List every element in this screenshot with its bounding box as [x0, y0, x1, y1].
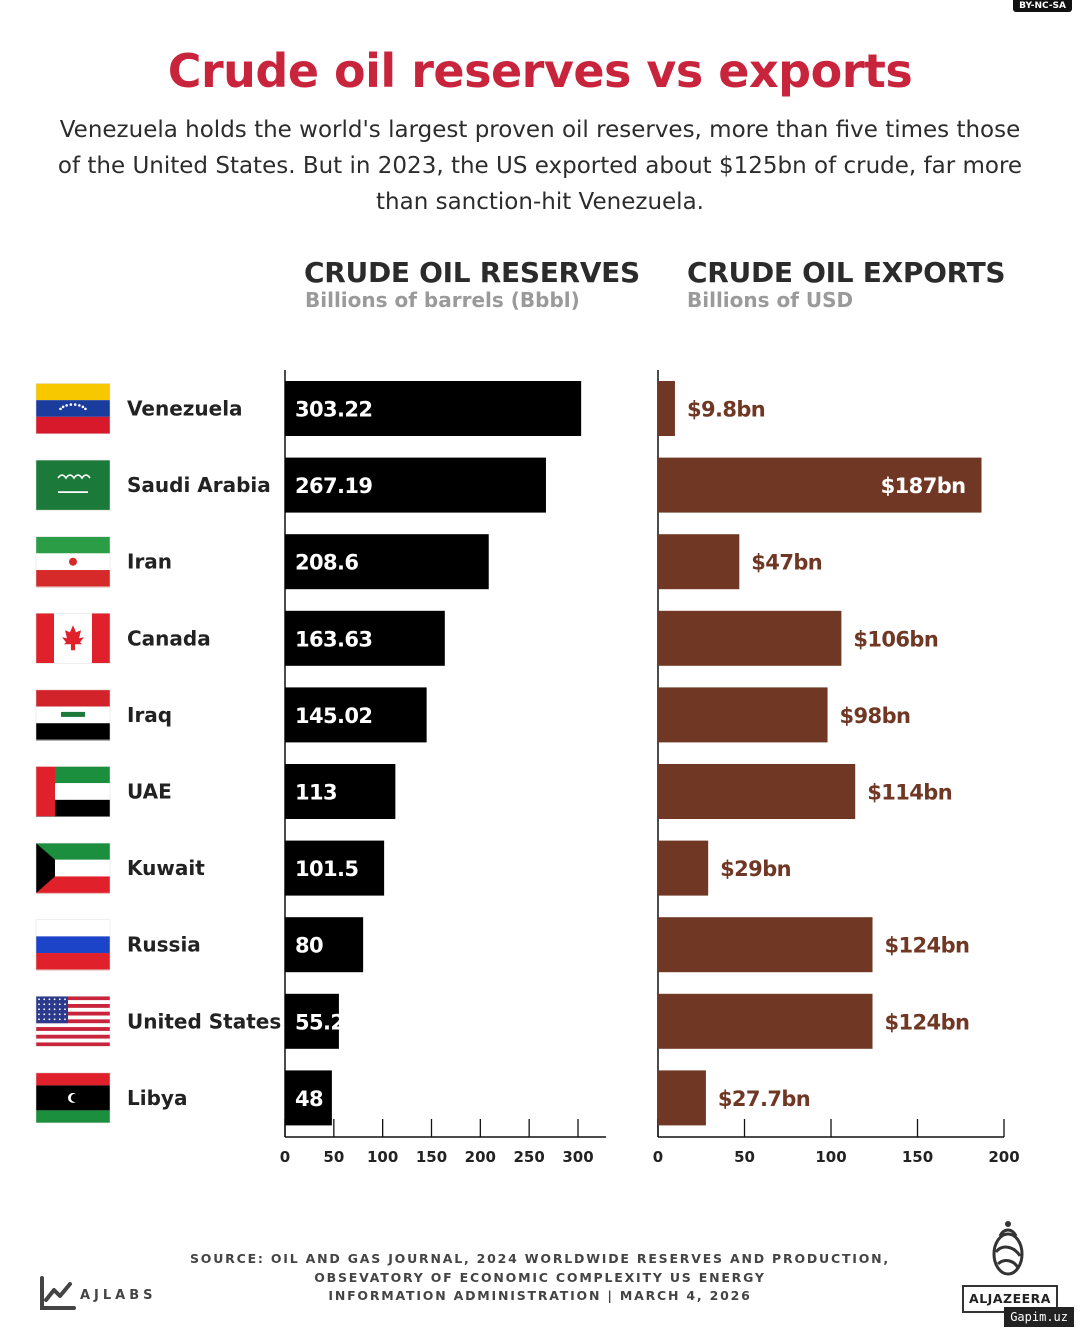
russia-flag: [35, 919, 111, 971]
iraq-flag: [35, 689, 111, 741]
bar: [285, 610, 445, 666]
x-tick-label: 200: [465, 1148, 496, 1166]
ajlabs-logo-icon: [40, 1276, 76, 1310]
subtitle-line: Venezuela holds the world's largest prov…: [59, 117, 1021, 143]
source-line: INFORMATION ADMINISTRATION | MARCH 4, 20…: [328, 1288, 752, 1303]
bar-value-label: 208.6: [295, 551, 358, 575]
flags-layer: [35, 383, 111, 1124]
bar-value-label: $47bn: [751, 551, 822, 575]
bar-value-label: $27.7bn: [718, 1087, 810, 1111]
bar: [285, 534, 489, 590]
country-label: Venezuela: [127, 397, 243, 421]
bar-value-label: 101.5: [295, 857, 358, 881]
bar-value-label: 303.22: [295, 398, 372, 422]
bar: [658, 993, 873, 1049]
country-label: Saudi Arabia: [127, 473, 271, 497]
bar: [285, 457, 546, 513]
reserves-subheading: Billions of barrels (Bbbl): [305, 288, 580, 312]
bar: [658, 457, 982, 513]
bar-value-label: $106bn: [853, 627, 938, 651]
subtitle-line: of the United States. But in 2023, the U…: [57, 153, 1023, 179]
bar: [285, 687, 427, 743]
bar: [658, 381, 675, 436]
source-line: SOURCE: OIL AND GAS JOURNAL, 2024 WORLDW…: [190, 1251, 890, 1266]
bar: [658, 687, 828, 743]
x-tick-label: 200: [988, 1148, 1019, 1166]
x-tick-label: 0: [280, 1148, 290, 1166]
source-line: OBSEVATORY OF ECONOMIC COMPLEXITY US ENE…: [314, 1269, 766, 1285]
country-label: Russia: [127, 933, 201, 957]
subtitle-line: than sanction-hit Venezuela.: [376, 189, 704, 215]
country-label: Kuwait: [127, 856, 205, 880]
bar-value-label: $124bn: [885, 1010, 970, 1034]
bar-value-label: $9.8bn: [687, 398, 765, 422]
x-tick-label: 50: [323, 1148, 344, 1166]
exports-chart: 0 50 100 150 200 $9.8bn $187bn $47bn $106bn $98bn…: [653, 370, 1020, 1166]
watermark: Gapim.uz: [1004, 1307, 1074, 1327]
bar-value-label: $124bn: [885, 934, 970, 958]
x-tick-label: 250: [514, 1148, 545, 1166]
bar: [658, 840, 709, 896]
license-badge: BY-NC-SA: [1013, 0, 1072, 12]
country-label: Canada: [127, 626, 211, 650]
ajlabs-label: AJLABS: [80, 1288, 157, 1303]
bar-value-label: $114bn: [867, 781, 952, 805]
libya-flag: [35, 1072, 111, 1124]
bar-value-label: 55.2: [295, 1010, 344, 1034]
uae-flag: [35, 766, 111, 817]
bar-value-label: 113: [295, 781, 337, 805]
venezuela-flag: [35, 383, 111, 434]
x-tick-label: 100: [815, 1148, 846, 1166]
bar-value-label: 163.63: [295, 627, 372, 651]
country-labels-layer: Venezuela Saudi Arabia Iran Canada Iraq UAE Ku…: [127, 397, 281, 1110]
source-note: SOURCE: OIL AND GAS JOURNAL, 2024 WORLDW…: [180, 1250, 900, 1306]
bar: [285, 840, 385, 896]
exports-subheading: Billions of USD: [687, 288, 854, 312]
bar-value-label: 48: [295, 1087, 323, 1111]
x-tick-label: 50: [734, 1148, 755, 1166]
country-label: Iran: [127, 550, 172, 574]
x-tick-label: 0: [653, 1148, 663, 1166]
exports-heading: CRUDE OIL EXPORTS: [687, 256, 1006, 289]
x-tick-label: 100: [367, 1148, 398, 1166]
bar: [658, 534, 740, 590]
x-tick-label: 150: [416, 1148, 447, 1166]
country-label: United States: [127, 1009, 281, 1033]
bar-value-label: $29bn: [720, 857, 791, 881]
bar: [658, 764, 856, 819]
bar: [285, 1070, 332, 1126]
page-title: Crude oil reserves vs exports: [167, 44, 913, 98]
bar-value-label: $187bn: [881, 474, 966, 498]
bar-value-label: 80: [295, 934, 323, 958]
bar: [658, 1070, 706, 1126]
bar: [285, 993, 339, 1049]
country-label: Libya: [127, 1086, 187, 1110]
reserves-heading: CRUDE OIL RESERVES: [304, 256, 640, 289]
kuwait-flag: [35, 842, 111, 894]
x-tick-label: 300: [562, 1148, 593, 1166]
bar-value-label: $98bn: [840, 704, 911, 728]
country-label: UAE: [127, 780, 172, 804]
bar-value-label: 267.19: [295, 474, 372, 498]
aljazeera-logo-icon: [992, 1221, 1024, 1276]
iran-flag: [35, 536, 111, 588]
x-tick-label: 150: [902, 1148, 933, 1166]
bar: [285, 917, 364, 973]
bar: [658, 610, 842, 666]
canada-flag: [35, 613, 111, 664]
saudi-arabia-flag: [35, 459, 111, 511]
bar: [285, 764, 396, 819]
reserves-chart: 0 50 100 150 200 250 300 303.22 267.19 208.6 163.6…: [280, 370, 606, 1166]
bar: [658, 917, 873, 973]
country-label: Iraq: [127, 703, 172, 727]
bar: [285, 381, 582, 436]
united-states-flag: [35, 996, 111, 1047]
bar-value-label: 145.02: [295, 704, 372, 728]
page-subtitle: Venezuela holds the world's largest prov…: [30, 112, 1050, 220]
